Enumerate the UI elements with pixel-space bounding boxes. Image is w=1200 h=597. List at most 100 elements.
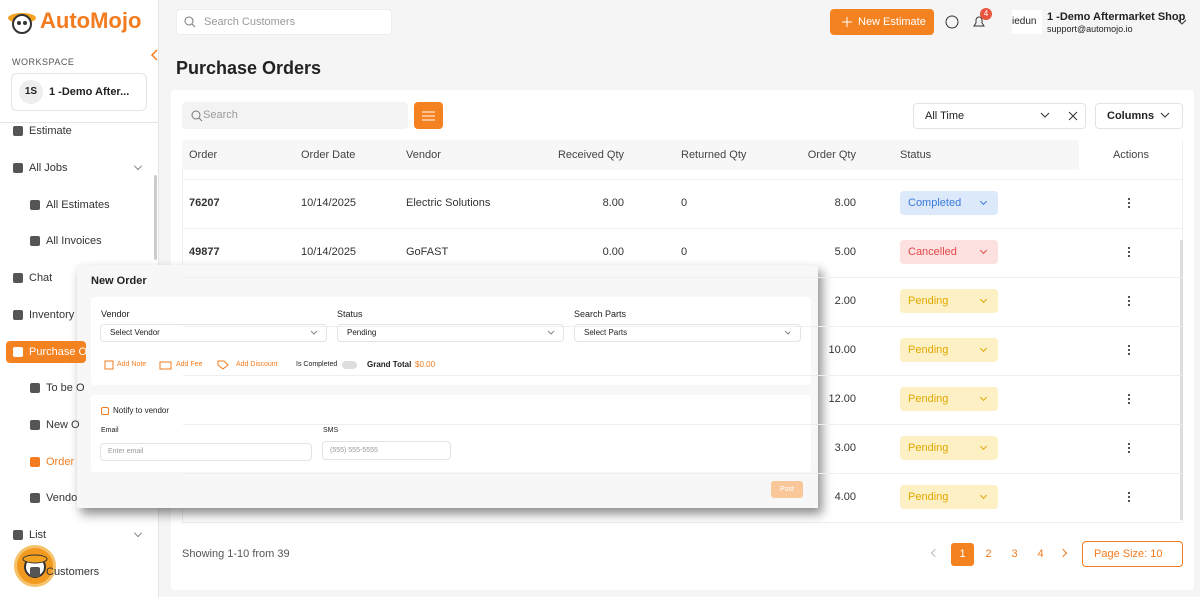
bell-icon[interactable] (972, 15, 986, 29)
nav-item[interactable]: All Invoices (46, 235, 102, 247)
nav-icon (30, 236, 40, 246)
nav-item[interactable]: Inventory (29, 309, 75, 321)
cell-order-qty: 4.00 (834, 491, 856, 503)
row-actions[interactable] (1128, 246, 1130, 258)
nav-item[interactable]: List (29, 529, 47, 541)
vendor-select[interactable]: Select Vendor (100, 324, 327, 342)
columns-chevron (1160, 112, 1170, 118)
column-header: Returned Qty (681, 149, 747, 161)
user-menu-chevron[interactable] (1177, 18, 1187, 26)
po-search-icon (191, 110, 203, 122)
date-filter-icons[interactable] (1040, 111, 1080, 121)
page-button[interactable]: 1 (951, 543, 974, 566)
workspace-label: WORKSPACE (12, 57, 75, 67)
sms-input[interactable]: (555) 555-5555 (322, 441, 451, 460)
page-button[interactable]: 3 (1011, 548, 1018, 560)
search-icon (184, 16, 196, 28)
collapse-button[interactable] (150, 48, 160, 64)
status-pill[interactable]: Cancelled (900, 240, 998, 264)
row-actions[interactable] (1128, 197, 1130, 209)
cell-received-qty: 8.00 (602, 197, 624, 209)
action-icons (104, 360, 229, 370)
nav-item[interactable]: All Estimates (46, 199, 110, 211)
add-note[interactable]: Add Note (117, 361, 147, 368)
page-button[interactable]: 4 (1037, 548, 1044, 560)
parts-select[interactable]: Select Parts (574, 324, 801, 342)
row-actions[interactable] (1128, 491, 1130, 503)
row-divider (183, 473, 1182, 474)
cell-received-qty: 0.00 (602, 246, 624, 258)
add-discount[interactable]: Add Discount (236, 361, 278, 368)
is-completed-toggle[interactable] (342, 361, 357, 369)
table-scrollbar (1180, 240, 1183, 520)
chat-icon[interactable] (945, 15, 959, 29)
table-header (182, 140, 1079, 170)
status-pill[interactable]: Pending (900, 485, 998, 509)
nav-icon (13, 530, 23, 540)
date-filter[interactable] (913, 103, 1086, 129)
cell-order-qty: 8.00 (834, 197, 856, 209)
page-title: Purchase Orders (176, 58, 322, 78)
po-search[interactable] (182, 102, 408, 129)
row-actions[interactable] (1128, 442, 1130, 454)
nav-icon (30, 383, 40, 393)
nav-item[interactable]: To be O (46, 382, 85, 394)
sidebar-scrollbar (154, 175, 157, 260)
add-fee[interactable]: Add Fee (176, 361, 203, 368)
nav-icon (13, 310, 23, 320)
nav-item[interactable]: All Jobs (29, 162, 68, 174)
nav-icon (13, 273, 23, 283)
nav-icon (30, 493, 40, 503)
parts-label: Search Parts (574, 309, 627, 319)
column-header: Received Qty (557, 149, 624, 161)
status-pill[interactable]: Pending (900, 289, 998, 313)
po-search-placeholder: Search (203, 109, 238, 121)
email-input[interactable]: Enter email (100, 443, 312, 461)
nav-icon (30, 567, 40, 577)
status-pill[interactable]: Pending (900, 338, 998, 362)
nav-item[interactable]: Order (46, 456, 75, 468)
status-pill[interactable]: Pending (900, 436, 998, 460)
cell-order: 76207 (189, 197, 220, 209)
showing-text: Showing 1-10 from 39 (182, 548, 290, 560)
customer-search[interactable] (176, 9, 392, 35)
nav-item[interactable]: Chat (29, 272, 53, 284)
column-header: Order Qty (807, 149, 856, 161)
row-actions[interactable] (1128, 344, 1130, 356)
status-label: Status (337, 309, 363, 319)
date-filter-value: All Time (925, 110, 965, 122)
cell-vendor: Electric Solutions (406, 197, 491, 209)
columns-button[interactable] (1095, 103, 1183, 129)
nav-item[interactable]: Purchase O (29, 346, 88, 358)
status-pill[interactable]: Completed (900, 191, 998, 215)
filter-button[interactable] (414, 102, 443, 129)
row-divider (183, 375, 1182, 376)
vendor-label: Vendor (101, 309, 130, 319)
row-actions[interactable] (1128, 393, 1130, 405)
row-divider (183, 326, 1182, 327)
notify-checkbox[interactable] (101, 407, 109, 415)
workspace-name: 1 -Demo After... (49, 86, 130, 98)
column-header: Vendor (406, 149, 441, 161)
column-header: Actions (1112, 149, 1150, 161)
nav-icon (13, 347, 23, 357)
nav-item[interactable]: Vendo (46, 492, 78, 504)
row-divider (183, 179, 1182, 180)
nav-item[interactable]: Customers (46, 566, 100, 578)
post-button[interactable]: Post (771, 481, 803, 498)
page-size[interactable]: Page Size: 10 (1082, 541, 1183, 567)
cell-order-qty: 5.00 (834, 246, 856, 258)
page-button[interactable]: 2 (985, 548, 992, 560)
nav-item[interactable]: Estimate (29, 125, 72, 137)
grand-total-label: Grand Total (367, 360, 412, 369)
row-divider (183, 277, 1182, 278)
user-avatar[interactable]: iedun (1012, 10, 1042, 34)
cell-order-qty: 12.00 (828, 393, 856, 405)
status-pill[interactable]: Pending (900, 387, 998, 411)
select-chevrons (310, 330, 790, 335)
email-label: Email (101, 427, 119, 434)
is-completed-label: Is Completed (296, 361, 338, 368)
row-actions[interactable] (1128, 295, 1130, 307)
nav-item[interactable]: New O (46, 419, 80, 431)
status-select[interactable]: Pending (337, 324, 564, 342)
